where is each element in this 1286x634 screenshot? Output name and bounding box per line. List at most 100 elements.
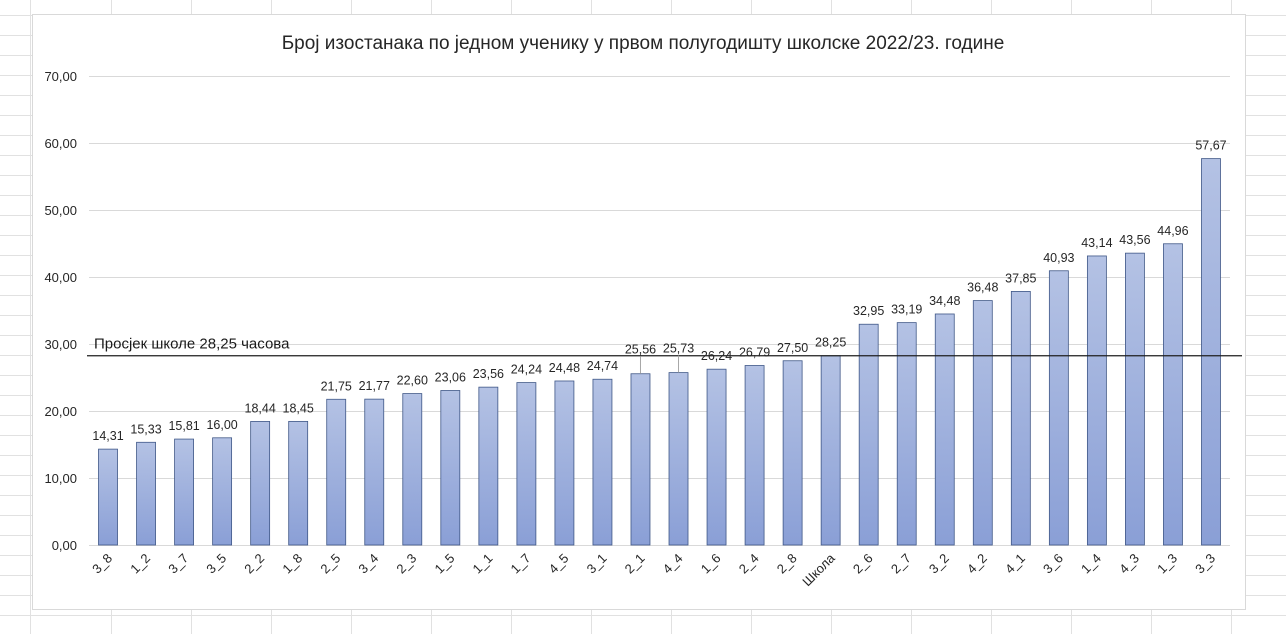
data-label: 25,73 [663,342,694,356]
data-label: 18,44 [245,401,276,415]
data-label: 26,24 [701,349,732,363]
x-tick-label: 2_2 [241,551,267,577]
x-tick-label: 1_1 [470,551,496,577]
bar [440,390,461,546]
bar [478,386,499,546]
x-tick-label: Школа [799,550,838,589]
bar [288,420,309,546]
y-tick-label: 60,00 [44,136,77,151]
x-tick-label: 4_3 [1116,551,1142,577]
data-label: 25,56 [625,343,656,357]
y-tick-label: 50,00 [44,203,77,218]
data-label: 21,77 [359,379,390,393]
x-tick-label: 1_6 [698,551,724,577]
data-label: 57,67 [1195,139,1226,153]
data-label: 44,96 [1157,224,1188,238]
y-tick-label: 30,00 [44,337,77,352]
bar [1201,158,1221,546]
data-label: 15,81 [168,419,199,433]
bar [592,378,613,546]
x-tick-label: 3_2 [926,551,952,577]
y-tick-label: 0,00 [52,538,77,553]
x-tick-label: 4_4 [660,551,686,577]
bar [174,438,194,546]
bar [212,437,233,546]
data-label: 26,79 [739,346,770,360]
data-label: 24,24 [511,363,542,377]
data-label: 24,48 [549,361,580,375]
data-label: 43,14 [1081,236,1112,250]
data-label: 27,50 [777,341,808,355]
data-label: 22,60 [397,374,428,388]
data-label: 24,74 [587,359,618,373]
bar [364,398,385,546]
bar [250,421,271,546]
x-tick-label: 2_4 [736,551,762,577]
bar [98,448,118,546]
bar [1086,255,1107,546]
data-label: 40,93 [1043,251,1074,265]
data-label: 43,56 [1119,233,1150,247]
average-line-label: Просјек школе 28,25 часова [94,336,290,353]
bar [326,398,347,546]
data-label: 21,75 [321,379,352,393]
x-tick-label: 2_6 [850,551,876,577]
y-tick-label: 20,00 [44,404,77,419]
x-tick-label: 2_1 [622,551,648,577]
x-tick-label: 1_2 [127,551,153,577]
bar [972,300,993,546]
chart-title: Број изостанака по једном ученику у прво… [281,33,1005,54]
bar [782,360,803,546]
data-label: 36,48 [967,281,998,295]
bar [554,380,575,546]
x-tick-label: 3_4 [355,551,381,577]
x-tick-label: 2_3 [393,551,419,577]
bar [820,355,841,546]
y-tick-label: 40,00 [44,270,77,285]
data-label: 14,31 [92,429,123,443]
bar [668,372,689,546]
data-label: 23,56 [473,367,504,381]
x-tick-label: 3_7 [165,551,191,577]
bar [1048,270,1069,546]
x-tick-label: 1_8 [279,551,305,577]
data-label: 37,85 [1005,271,1036,285]
x-tick-label: 1_7 [508,551,534,577]
x-tick-label: 3_3 [1192,551,1218,577]
y-tick-label: 70,00 [44,69,77,84]
x-tick-label: 3_5 [203,551,229,577]
x-tick-label: 1_5 [431,551,457,577]
x-tick-label: 4_1 [1002,551,1028,577]
x-tick-label: 4_5 [546,551,572,577]
data-label: 32,95 [853,304,884,318]
x-tick-label: 3_6 [1040,551,1066,577]
x-tick-label: 1_4 [1078,551,1104,577]
data-label: 18,45 [283,401,314,415]
x-tick-label: 3_8 [89,551,115,577]
y-tick-label: 10,00 [44,471,77,486]
data-label: 28,25 [815,336,846,350]
bar [630,373,651,546]
x-tick-label: 1_3 [1154,551,1180,577]
bar [858,323,879,546]
x-tick-label: 2_8 [774,551,800,577]
data-label: 33,19 [891,303,922,317]
bar [402,393,423,546]
bar [934,313,955,546]
bar [1125,252,1145,546]
x-tick-label: 4_2 [964,551,990,577]
bar [896,322,917,546]
x-tick-label: 2_7 [888,551,914,577]
data-label: 34,48 [929,294,960,308]
bar [1010,291,1031,546]
data-label: 15,33 [130,422,161,436]
bar [706,368,727,546]
x-tick-label: 2_5 [317,551,343,577]
bar [136,441,156,546]
x-tick-label: 3_1 [584,551,610,577]
bar [744,365,765,546]
data-label: 23,06 [435,370,466,384]
bar [1163,243,1183,546]
data-label: 16,00 [206,418,237,432]
